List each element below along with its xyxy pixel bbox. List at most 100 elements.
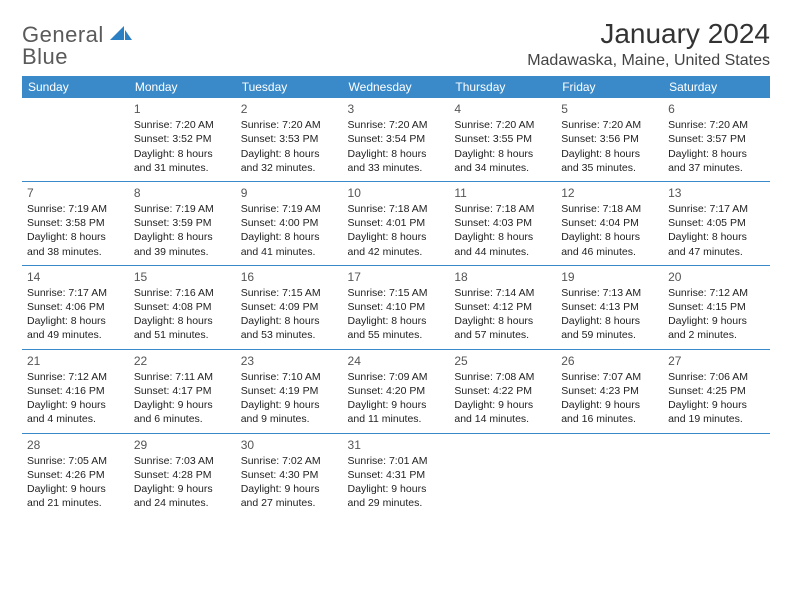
sunset-text: Sunset: 3:57 PM [668,132,765,146]
daylight2-text: and 4 minutes. [27,412,124,426]
daylight1-text: Daylight: 8 hours [454,230,551,244]
month-title: January 2024 [527,18,770,50]
logo-text-blue: Blue [22,44,132,70]
sunset-text: Sunset: 4:15 PM [668,300,765,314]
daylight1-text: Daylight: 8 hours [561,314,658,328]
sunrise-text: Sunrise: 7:02 AM [241,454,338,468]
calendar-day-cell: 7Sunrise: 7:19 AMSunset: 3:58 PMDaylight… [22,181,129,265]
sunrise-text: Sunrise: 7:06 AM [668,370,765,384]
calendar-table: Sunday Monday Tuesday Wednesday Thursday… [22,76,770,516]
sunrise-text: Sunrise: 7:20 AM [454,118,551,132]
daylight2-text: and 59 minutes. [561,328,658,342]
daylight1-text: Daylight: 9 hours [241,482,338,496]
calendar-day-cell: 1Sunrise: 7:20 AMSunset: 3:52 PMDaylight… [129,98,236,181]
sunrise-text: Sunrise: 7:18 AM [454,202,551,216]
day-number: 9 [241,185,338,201]
sunrise-text: Sunrise: 7:09 AM [348,370,445,384]
sunset-text: Sunset: 4:16 PM [27,384,124,398]
weekday-header: Tuesday [236,76,343,98]
sunrise-text: Sunrise: 7:10 AM [241,370,338,384]
sunrise-text: Sunrise: 7:08 AM [454,370,551,384]
sunset-text: Sunset: 4:05 PM [668,216,765,230]
day-number: 25 [454,353,551,369]
day-number: 10 [348,185,445,201]
calendar-day-cell: 13Sunrise: 7:17 AMSunset: 4:05 PMDayligh… [663,181,770,265]
daylight2-text: and 27 minutes. [241,496,338,510]
day-number: 6 [668,101,765,117]
sunset-text: Sunset: 3:58 PM [27,216,124,230]
day-number: 19 [561,269,658,285]
daylight2-text: and 9 minutes. [241,412,338,426]
calendar-day-cell: 29Sunrise: 7:03 AMSunset: 4:28 PMDayligh… [129,433,236,516]
weekday-header-row: Sunday Monday Tuesday Wednesday Thursday… [22,76,770,98]
sunset-text: Sunset: 4:04 PM [561,216,658,230]
sunrise-text: Sunrise: 7:03 AM [134,454,231,468]
daylight1-text: Daylight: 8 hours [561,230,658,244]
day-number: 5 [561,101,658,117]
sunrise-text: Sunrise: 7:20 AM [668,118,765,132]
calendar-day-cell: 5Sunrise: 7:20 AMSunset: 3:56 PMDaylight… [556,98,663,181]
daylight2-text: and 29 minutes. [348,496,445,510]
weekday-header: Friday [556,76,663,98]
calendar-day-cell: 22Sunrise: 7:11 AMSunset: 4:17 PMDayligh… [129,349,236,433]
sunrise-text: Sunrise: 7:12 AM [27,370,124,384]
day-number: 15 [134,269,231,285]
daylight2-text: and 39 minutes. [134,245,231,259]
daylight2-text: and 38 minutes. [27,245,124,259]
daylight1-text: Daylight: 8 hours [668,147,765,161]
daylight2-text: and 14 minutes. [454,412,551,426]
daylight1-text: Daylight: 9 hours [454,398,551,412]
daylight2-text: and 57 minutes. [454,328,551,342]
sunset-text: Sunset: 4:23 PM [561,384,658,398]
sunset-text: Sunset: 4:28 PM [134,468,231,482]
daylight1-text: Daylight: 9 hours [27,398,124,412]
daylight1-text: Daylight: 8 hours [134,314,231,328]
daylight2-text: and 2 minutes. [668,328,765,342]
calendar-day-cell [663,433,770,516]
calendar-day-cell: 9Sunrise: 7:19 AMSunset: 4:00 PMDaylight… [236,181,343,265]
daylight1-text: Daylight: 8 hours [134,230,231,244]
daylight2-text: and 19 minutes. [668,412,765,426]
daylight1-text: Daylight: 8 hours [241,314,338,328]
daylight2-text: and 32 minutes. [241,161,338,175]
location-text: Madawaska, Maine, United States [527,52,770,70]
daylight1-text: Daylight: 8 hours [454,147,551,161]
calendar-day-cell: 3Sunrise: 7:20 AMSunset: 3:54 PMDaylight… [343,98,450,181]
daylight1-text: Daylight: 9 hours [561,398,658,412]
calendar-week-row: 14Sunrise: 7:17 AMSunset: 4:06 PMDayligh… [22,265,770,349]
title-block: January 2024 Madawaska, Maine, United St… [527,18,770,70]
daylight1-text: Daylight: 9 hours [668,314,765,328]
day-number: 24 [348,353,445,369]
daylight1-text: Daylight: 8 hours [134,147,231,161]
sunset-text: Sunset: 4:25 PM [668,384,765,398]
day-number: 16 [241,269,338,285]
calendar-day-cell: 15Sunrise: 7:16 AMSunset: 4:08 PMDayligh… [129,265,236,349]
calendar-page: General Blue January 2024 Madawaska, Mai… [0,0,792,526]
daylight1-text: Daylight: 8 hours [348,230,445,244]
day-number: 7 [27,185,124,201]
sunrise-text: Sunrise: 7:15 AM [241,286,338,300]
daylight2-text: and 33 minutes. [348,161,445,175]
day-number: 21 [27,353,124,369]
daylight2-text: and 6 minutes. [134,412,231,426]
calendar-week-row: 7Sunrise: 7:19 AMSunset: 3:58 PMDaylight… [22,181,770,265]
calendar-day-cell: 12Sunrise: 7:18 AMSunset: 4:04 PMDayligh… [556,181,663,265]
daylight1-text: Daylight: 9 hours [27,482,124,496]
calendar-day-cell: 31Sunrise: 7:01 AMSunset: 4:31 PMDayligh… [343,433,450,516]
sunrise-text: Sunrise: 7:17 AM [27,286,124,300]
calendar-week-row: 1Sunrise: 7:20 AMSunset: 3:52 PMDaylight… [22,98,770,181]
daylight1-text: Daylight: 8 hours [561,147,658,161]
calendar-week-row: 28Sunrise: 7:05 AMSunset: 4:26 PMDayligh… [22,433,770,516]
calendar-day-cell: 26Sunrise: 7:07 AMSunset: 4:23 PMDayligh… [556,349,663,433]
sunrise-text: Sunrise: 7:01 AM [348,454,445,468]
day-number: 17 [348,269,445,285]
calendar-day-cell: 4Sunrise: 7:20 AMSunset: 3:55 PMDaylight… [449,98,556,181]
daylight2-text: and 31 minutes. [134,161,231,175]
daylight2-text: and 46 minutes. [561,245,658,259]
day-number: 1 [134,101,231,117]
sunset-text: Sunset: 3:53 PM [241,132,338,146]
calendar-day-cell: 24Sunrise: 7:09 AMSunset: 4:20 PMDayligh… [343,349,450,433]
daylight2-text: and 53 minutes. [241,328,338,342]
calendar-day-cell: 16Sunrise: 7:15 AMSunset: 4:09 PMDayligh… [236,265,343,349]
calendar-week-row: 21Sunrise: 7:12 AMSunset: 4:16 PMDayligh… [22,349,770,433]
